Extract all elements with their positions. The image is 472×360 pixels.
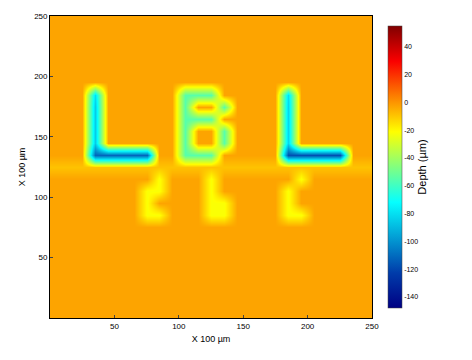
svg-text:0: 0: [404, 99, 408, 106]
svg-text:-60: -60: [404, 182, 414, 189]
svg-text:50: 50: [39, 253, 48, 262]
svg-text:20: 20: [404, 71, 412, 78]
svg-text:40: 40: [404, 43, 412, 50]
svg-text:-100: -100: [404, 238, 418, 245]
svg-text:150: 150: [237, 322, 251, 331]
svg-text:250: 250: [34, 12, 48, 21]
svg-text:-120: -120: [404, 266, 418, 273]
svg-text:100: 100: [172, 322, 186, 331]
svg-text:150: 150: [34, 133, 48, 142]
svg-text:200: 200: [301, 322, 315, 331]
svg-text:X 100 µm: X 100 µm: [192, 334, 231, 344]
svg-text:100: 100: [34, 193, 48, 202]
svg-text:X 100 µm: X 100 µm: [17, 148, 27, 187]
svg-text:-20: -20: [404, 127, 414, 134]
svg-text:250: 250: [365, 322, 379, 331]
svg-text:-80: -80: [404, 210, 414, 217]
svg-text:Depth (µm): Depth (µm): [416, 139, 428, 194]
svg-text:-40: -40: [404, 154, 414, 161]
svg-text:50: 50: [110, 322, 119, 331]
svg-text:200: 200: [34, 72, 48, 81]
svg-text:-140: -140: [404, 293, 418, 300]
